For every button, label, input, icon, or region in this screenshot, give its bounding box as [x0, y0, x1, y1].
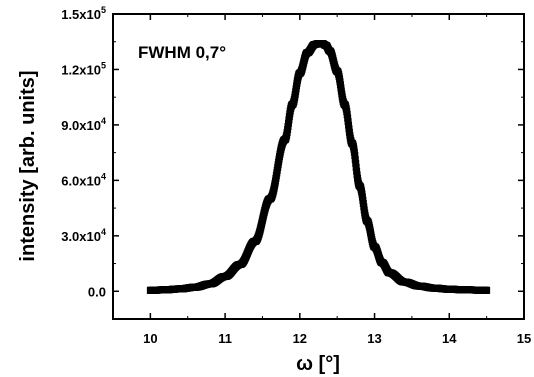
data-point — [351, 155, 359, 163]
data-point — [344, 114, 352, 122]
x-tick-label: 15 — [517, 331, 531, 346]
x-axis-title: ω [°] — [296, 353, 340, 375]
y-axis: 0.0 3.0x104 6.0x104 9.0x104 1.2x105 1.5x105 — [61, 5, 524, 299]
y-tick-label: 1.2x105 — [61, 60, 106, 77]
x-tick-label: 12 — [293, 331, 307, 346]
data-layer — [146, 40, 491, 294]
y-tick-label: 0.0 — [88, 284, 106, 299]
y-tick-label: 1.5x105 — [61, 5, 106, 22]
data-point — [352, 159, 360, 167]
x-tick-label: 13 — [367, 331, 381, 346]
data-point — [351, 152, 359, 160]
plot-frame — [112, 13, 525, 320]
x-tick-label: 14 — [442, 331, 457, 346]
y-tick-label: 3.0x104 — [61, 227, 106, 244]
data-point — [345, 121, 353, 129]
y-tick-label: 6.0x104 — [61, 171, 106, 188]
fwhm-annotation: FWHM 0,7° — [138, 43, 226, 62]
data-point — [344, 118, 352, 126]
data-point — [352, 163, 360, 171]
data-point — [353, 167, 361, 175]
x-tick-label: 10 — [143, 331, 157, 346]
x-tick-label: 11 — [218, 331, 232, 346]
y-axis-title: intensity [arb. units] — [17, 70, 39, 261]
data-point — [483, 286, 491, 294]
y-tick-label: 9.0x104 — [61, 116, 106, 133]
x-axis: 10 11 12 13 14 15 — [112, 14, 531, 346]
